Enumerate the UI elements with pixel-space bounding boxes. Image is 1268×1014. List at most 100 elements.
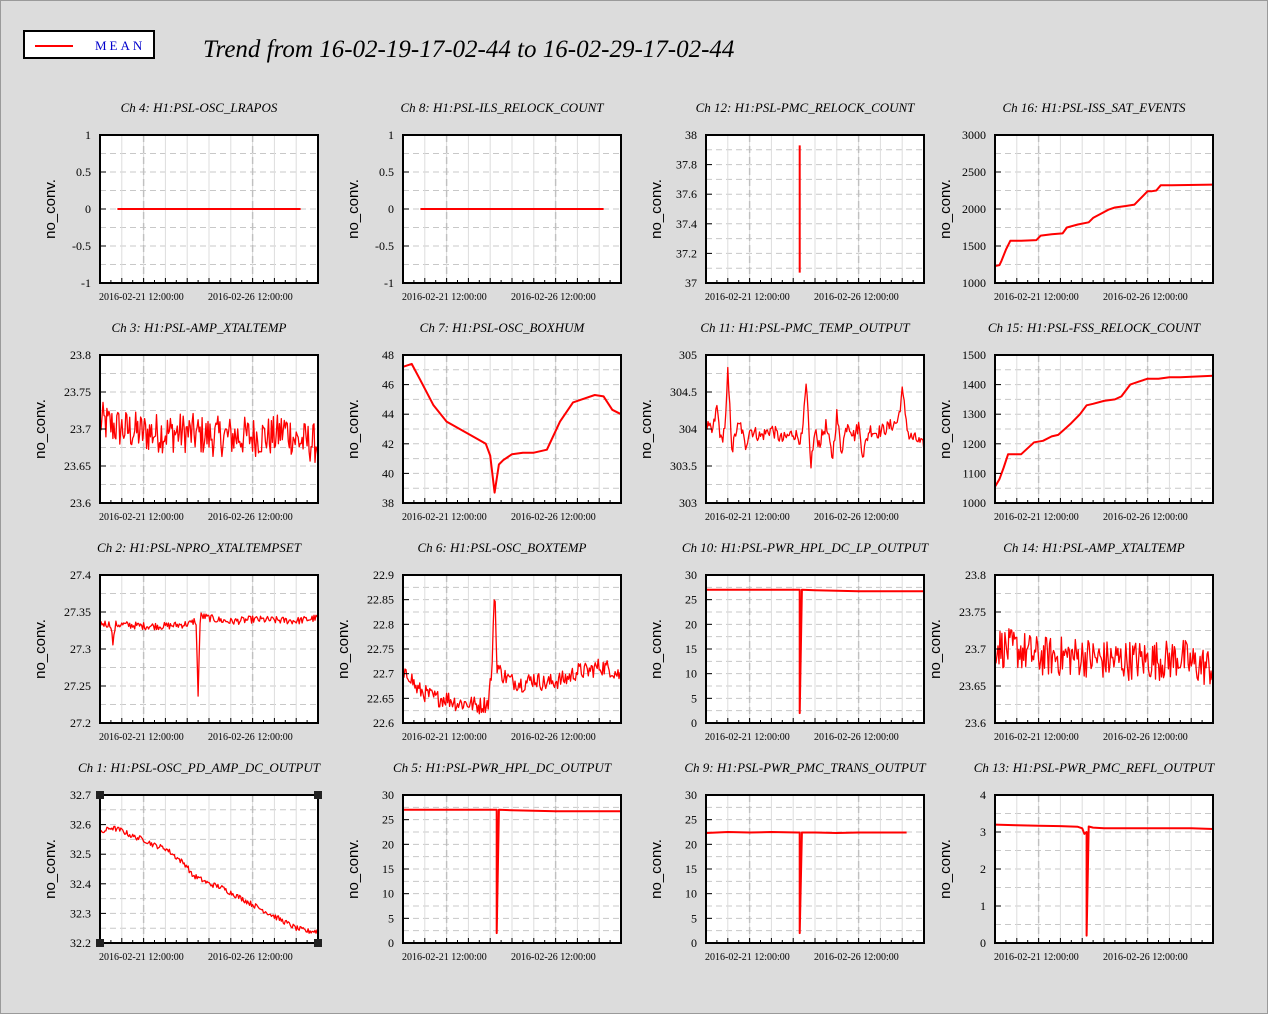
y-tick-label: 1 [388, 128, 394, 142]
x-tick-label: 2016-02-26 12:00:00 [1103, 732, 1188, 743]
x-tick-label: 2016-02-26 12:00:00 [1103, 952, 1188, 963]
x-tick-label: 2016-02-21 12:00:00 [994, 732, 1079, 743]
x-tick-label: 2016-02-21 12:00:00 [994, 292, 1079, 303]
y-tick-label: 30 [685, 568, 697, 582]
series-line [994, 823, 1214, 937]
y-tick-label: 1200 [962, 437, 986, 451]
series-line [403, 808, 621, 935]
y-tick-label: 38 [685, 128, 697, 142]
y-axis-label: no_conv. [638, 399, 655, 459]
y-tick-label: 46 [382, 378, 394, 392]
chart-title: Ch 2: H1:PSL-NPRO_XTALTEMPSET [97, 540, 302, 555]
y-tick-label: 23.6 [70, 496, 91, 510]
x-tick-label: 2016-02-21 12:00:00 [994, 952, 1079, 963]
y-tick-label: 0 [388, 936, 394, 950]
series-line [402, 362, 622, 494]
y-tick-label: 0 [388, 202, 394, 216]
chart-panel-13: 32.7 32.6 32.5 32.4 32.3 32.2 2016-02-21 12:00… [42, 760, 321, 963]
x-tick-label: 2016-02-26 12:00:00 [208, 732, 293, 743]
y-tick-label: -1 [384, 276, 394, 290]
y-tick-label: 0.5 [76, 165, 91, 179]
y-tick-label: 23.75 [64, 385, 91, 399]
y-tick-label: 22.75 [367, 642, 394, 656]
y-axis-label: no_conv. [937, 179, 954, 239]
legend-swatch [35, 45, 73, 47]
series-line [706, 588, 924, 715]
y-tick-label: 32.7 [70, 788, 91, 802]
y-tick-label: 3 [980, 825, 986, 839]
y-tick-label: 23.8 [70, 348, 91, 362]
x-tick-label: 2016-02-26 12:00:00 [208, 952, 293, 963]
y-tick-label: 32.3 [70, 906, 91, 920]
y-tick-label: 1300 [962, 407, 986, 421]
x-tick-label: 2016-02-21 12:00:00 [994, 512, 1079, 523]
x-tick-label: 2016-02-26 12:00:00 [814, 292, 899, 303]
y-tick-label: 0 [691, 936, 697, 950]
y-tick-label: 0 [691, 716, 697, 730]
y-tick-label: 23.75 [959, 605, 986, 619]
y-tick-label: 44 [382, 407, 394, 421]
y-tick-label: 25 [685, 813, 697, 827]
y-tick-label: 37.4 [676, 217, 697, 231]
series-line [99, 401, 319, 463]
chart-panel-15: 30 25 20 15 10 5 0 2016-02-21 12:00:00 2016-02-2… [648, 760, 926, 963]
y-tick-label: 1 [85, 128, 91, 142]
chart-panel-1: 1 0.5 0 -0.5 -1 2016-02-21 12:00:00 2016-02-26… [42, 100, 319, 303]
page-title: Trend from 16-02-19-17-02-44 to 16-02-29… [203, 36, 735, 63]
x-tick-label: 2016-02-21 12:00:00 [402, 952, 487, 963]
y-axis-label: no_conv. [648, 179, 665, 239]
y-axis-label: no_conv. [345, 399, 362, 459]
x-tick-label: 2016-02-21 12:00:00 [705, 732, 790, 743]
chart-title: Ch 3: H1:PSL-AMP_XTALTEMP [112, 320, 287, 335]
chart-panel-11: 30 25 20 15 10 5 0 2016-02-21 12:00:00 2016-02-2… [648, 540, 929, 743]
chart-panel-2: 1 0.5 0 -0.5 -1 2016-02-21 12:00:00 2016-02-26… [345, 100, 622, 303]
series-line [402, 599, 622, 715]
y-tick-label: 22.6 [373, 716, 394, 730]
x-tick-label: 2016-02-26 12:00:00 [814, 952, 899, 963]
y-tick-label: 27.3 [70, 642, 91, 656]
x-tick-label: 2016-02-26 12:00:00 [814, 732, 899, 743]
chart-title: Ch 5: H1:PSL-PWR_HPL_DC_OUTPUT [393, 760, 612, 775]
chart-panel-9: 27.4 27.35 27.3 27.25 27.2 2016-02-21 12:00:0… [32, 540, 319, 743]
y-tick-label: -0.5 [72, 239, 91, 253]
y-tick-label: -1 [81, 276, 91, 290]
y-tick-label: 27.2 [70, 716, 91, 730]
series-line [994, 628, 1214, 685]
chart-title: Ch 16: H1:PSL-ISS_SAT_EVENTS [1003, 100, 1186, 115]
chart-title: Ch 1: H1:PSL-OSC_PD_AMP_DC_OUTPUT [78, 760, 321, 775]
y-tick-label: 1100 [962, 466, 986, 480]
y-axis-label: no_conv. [32, 399, 49, 459]
y-tick-label: 0 [980, 936, 986, 950]
y-tick-label: 5 [388, 911, 394, 925]
y-tick-label: 0 [85, 202, 91, 216]
y-tick-label: 30 [685, 788, 697, 802]
series-line [99, 612, 319, 697]
y-tick-label: 22.8 [373, 617, 394, 631]
y-tick-label: 20 [685, 617, 697, 631]
x-tick-label: 2016-02-26 12:00:00 [814, 512, 899, 523]
y-axis-label: no_conv. [42, 179, 59, 239]
y-axis-label: no_conv. [927, 619, 944, 679]
y-tick-label: -0.5 [375, 239, 394, 253]
y-tick-label: 5 [691, 691, 697, 705]
legend: MEAN [23, 30, 155, 59]
x-tick-label: 2016-02-21 12:00:00 [705, 512, 790, 523]
y-tick-label: 20 [685, 837, 697, 851]
y-tick-label: 25 [382, 813, 394, 827]
y-tick-label: 305 [679, 348, 697, 362]
x-tick-label: 2016-02-21 12:00:00 [99, 732, 184, 743]
y-tick-label: 32.6 [70, 818, 91, 832]
y-tick-label: 10 [382, 887, 394, 901]
chart-title: Ch 12: H1:PSL-PMC_RELOCK_COUNT [696, 100, 916, 115]
x-tick-label: 2016-02-26 12:00:00 [208, 512, 293, 523]
y-axis-label: no_conv. [937, 399, 954, 459]
selection-handle [314, 791, 322, 799]
series-line [705, 831, 907, 935]
selection-handle [96, 791, 104, 799]
chart-panel-12: 23.8 23.75 23.7 23.65 23.6 2016-02-21 12:00:0… [927, 540, 1214, 743]
y-tick-label: 10 [685, 667, 697, 681]
chart-title: Ch 14: H1:PSL-AMP_XTALTEMP [1003, 540, 1185, 555]
y-tick-label: 304.5 [670, 385, 697, 399]
x-tick-label: 2016-02-26 12:00:00 [511, 512, 596, 523]
